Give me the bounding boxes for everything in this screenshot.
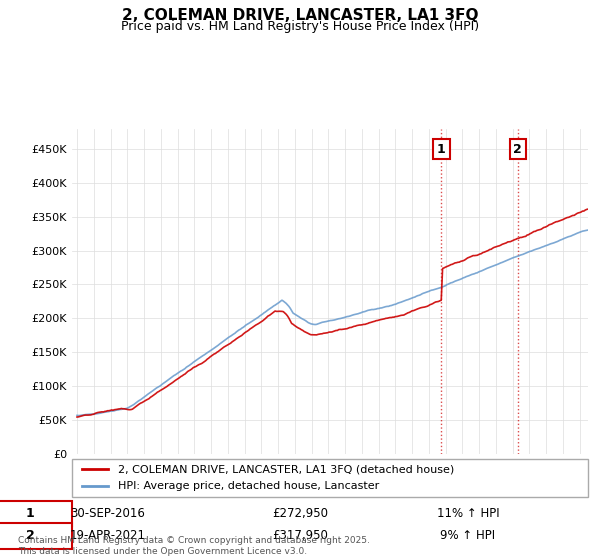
Text: 11% ↑ HPI: 11% ↑ HPI — [437, 507, 499, 520]
Text: 30-SEP-2016: 30-SEP-2016 — [71, 507, 145, 520]
FancyBboxPatch shape — [0, 501, 72, 526]
Text: 1: 1 — [26, 507, 34, 520]
Text: 2: 2 — [26, 529, 34, 543]
Text: Price paid vs. HM Land Registry's House Price Index (HPI): Price paid vs. HM Land Registry's House … — [121, 20, 479, 32]
Text: £272,950: £272,950 — [272, 507, 328, 520]
Text: Contains HM Land Registry data © Crown copyright and database right 2025.
This d: Contains HM Land Registry data © Crown c… — [18, 536, 370, 556]
FancyBboxPatch shape — [0, 523, 72, 549]
Text: 2: 2 — [513, 143, 522, 156]
Text: 2, COLEMAN DRIVE, LANCASTER, LA1 3FQ: 2, COLEMAN DRIVE, LANCASTER, LA1 3FQ — [122, 8, 478, 24]
Text: 1: 1 — [437, 143, 446, 156]
FancyBboxPatch shape — [72, 459, 588, 497]
Text: 9% ↑ HPI: 9% ↑ HPI — [440, 529, 496, 543]
Text: HPI: Average price, detached house, Lancaster: HPI: Average price, detached house, Lanc… — [118, 481, 380, 491]
Text: £317,950: £317,950 — [272, 529, 328, 543]
Text: 19-APR-2021: 19-APR-2021 — [70, 529, 146, 543]
Text: 2, COLEMAN DRIVE, LANCASTER, LA1 3FQ (detached house): 2, COLEMAN DRIVE, LANCASTER, LA1 3FQ (de… — [118, 464, 455, 474]
